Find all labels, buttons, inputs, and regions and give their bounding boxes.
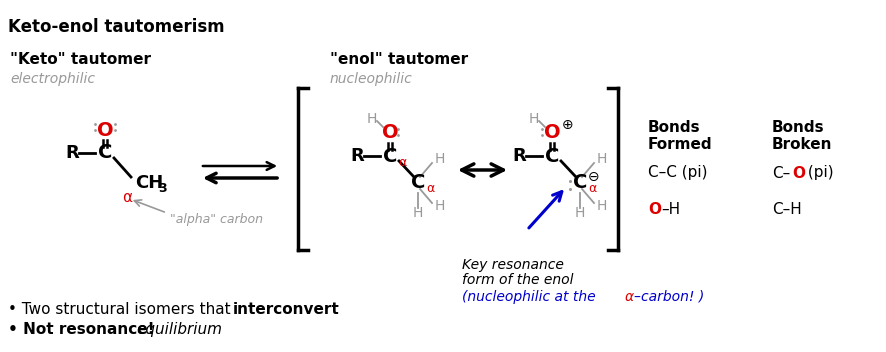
Text: –carbon! ): –carbon! ) bbox=[634, 290, 704, 304]
Text: α: α bbox=[398, 157, 407, 170]
Text: • Not resonance!: • Not resonance! bbox=[8, 322, 165, 337]
Text: • Two structural isomers that: • Two structural isomers that bbox=[8, 302, 236, 317]
Text: H: H bbox=[597, 152, 608, 166]
Text: C: C bbox=[383, 146, 397, 165]
Text: R: R bbox=[350, 147, 364, 165]
Text: interconvert: interconvert bbox=[233, 302, 339, 317]
Text: O: O bbox=[544, 124, 560, 143]
Text: α: α bbox=[426, 182, 434, 195]
Text: "alpha" carbon: "alpha" carbon bbox=[170, 213, 263, 226]
Text: "enol" tautomer: "enol" tautomer bbox=[330, 52, 468, 67]
Text: C–: C– bbox=[772, 165, 790, 181]
Text: 3: 3 bbox=[158, 182, 167, 195]
Text: R: R bbox=[512, 147, 526, 165]
Text: α: α bbox=[625, 290, 634, 304]
Text: Bonds
Formed: Bonds Formed bbox=[648, 120, 712, 152]
Text: O: O bbox=[382, 124, 399, 143]
Text: C–C (pi): C–C (pi) bbox=[648, 165, 708, 181]
Text: "Keto" tautomer: "Keto" tautomer bbox=[10, 52, 151, 67]
Text: Bonds
Broken: Bonds Broken bbox=[772, 120, 833, 152]
Text: H: H bbox=[597, 199, 608, 213]
Text: form of the enol: form of the enol bbox=[462, 273, 573, 287]
Text: Keto-enol tautomerism: Keto-enol tautomerism bbox=[8, 18, 225, 36]
Text: H: H bbox=[435, 199, 446, 213]
Text: ⊖: ⊖ bbox=[588, 170, 600, 184]
Text: (nucleophilic at the: (nucleophilic at the bbox=[462, 290, 600, 304]
Text: (pi): (pi) bbox=[803, 165, 834, 181]
Text: H: H bbox=[413, 206, 424, 220]
Text: equilibrium: equilibrium bbox=[136, 322, 222, 337]
Text: α: α bbox=[588, 182, 596, 195]
Text: H: H bbox=[575, 206, 585, 220]
Text: C: C bbox=[573, 174, 587, 193]
Text: nucleophilic: nucleophilic bbox=[330, 72, 413, 86]
Text: C–H: C–H bbox=[772, 202, 802, 218]
Text: O: O bbox=[648, 202, 661, 218]
Text: O: O bbox=[97, 120, 113, 139]
Text: –H: –H bbox=[661, 202, 680, 218]
Text: α: α bbox=[122, 189, 132, 205]
Text: H: H bbox=[529, 112, 540, 126]
Text: electrophilic: electrophilic bbox=[10, 72, 95, 86]
Text: C: C bbox=[545, 146, 559, 165]
Text: R: R bbox=[66, 144, 79, 162]
Text: H: H bbox=[367, 112, 377, 126]
Text: C: C bbox=[97, 144, 113, 163]
Text: H: H bbox=[435, 152, 446, 166]
Text: Key resonance: Key resonance bbox=[462, 258, 563, 272]
Text: O: O bbox=[792, 165, 805, 181]
Text: C: C bbox=[411, 174, 425, 193]
Text: CH: CH bbox=[135, 174, 163, 192]
Text: ⊕: ⊕ bbox=[562, 118, 573, 132]
